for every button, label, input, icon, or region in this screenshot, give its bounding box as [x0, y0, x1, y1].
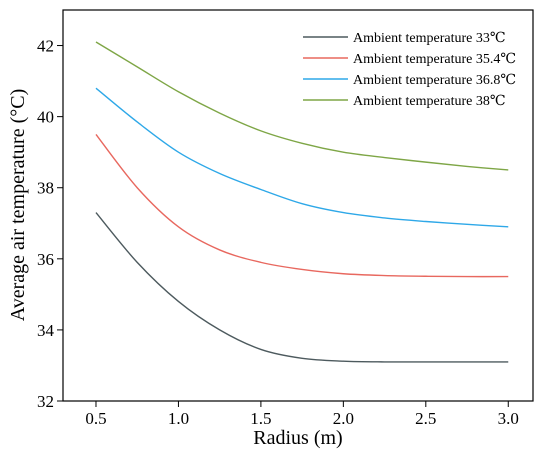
legend-label-1: Ambient temperature 33℃ — [353, 31, 506, 46]
x-tick-label: 2.5 — [415, 409, 436, 428]
legend: Ambient temperature 33℃ Ambient temperatu… — [303, 31, 516, 109]
x-axis-ticks: 0.5 1.0 1.5 2.0 2.5 3.0 — [85, 401, 519, 428]
y-axis-title: Average air temperature (°C) — [7, 89, 29, 322]
series-line-3 — [95, 87, 509, 228]
x-tick-label: 2.0 — [333, 409, 354, 428]
series-line-4 — [95, 41, 509, 171]
y-tick-label: 32 — [37, 392, 54, 411]
y-tick-label: 40 — [37, 108, 54, 127]
x-tick-label: 1.5 — [250, 409, 271, 428]
y-tick-label: 38 — [37, 179, 54, 198]
plot-frame — [62, 9, 534, 402]
x-tick-label: 0.5 — [85, 409, 106, 428]
y-tick-label: 42 — [37, 37, 54, 56]
x-tick-label: 1.0 — [168, 409, 189, 428]
series-line-2 — [95, 133, 509, 278]
legend-label-4: Ambient temperature 38℃ — [353, 94, 506, 109]
series-line-1 — [95, 212, 509, 363]
y-tick-label: 34 — [37, 321, 55, 340]
legend-label-2: Ambient temperature 35.4℃ — [353, 52, 516, 67]
x-tick-label: 3.0 — [498, 409, 519, 428]
y-tick-label: 36 — [37, 250, 54, 269]
series-lines — [95, 41, 509, 363]
x-axis-title: Radius (m) — [253, 427, 342, 449]
y-axis-ticks: 32 34 36 38 40 42 — [37, 37, 63, 411]
legend-label-3: Ambient temperature 36.8℃ — [353, 73, 516, 88]
